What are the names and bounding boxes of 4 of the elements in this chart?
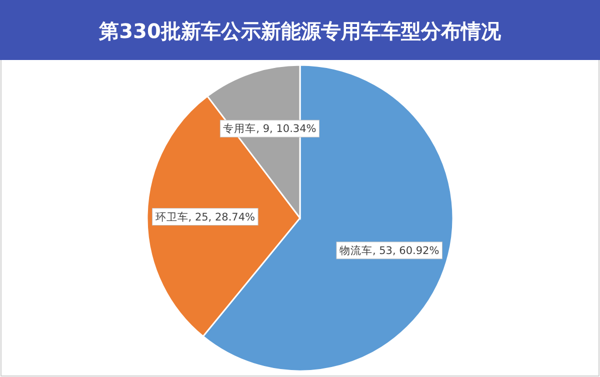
slice-label: 物流车, 53, 60.92% [339, 244, 440, 257]
slice-label: 环卫车, 25, 28.74% [155, 210, 256, 224]
slice-label: 专用车, 9, 10.34% [223, 122, 316, 136]
chart-title: 第330批新车公示新能源专用车车型分布情况 [98, 19, 502, 43]
